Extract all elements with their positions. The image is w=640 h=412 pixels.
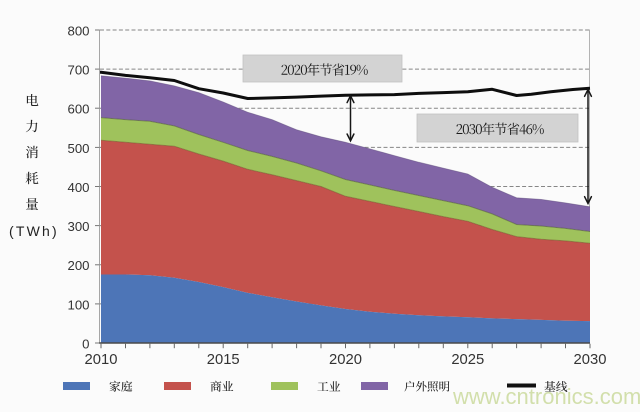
svg-text:2030: 2030 [574,352,607,368]
svg-text:300: 300 [67,219,89,234]
svg-text:(TWh): (TWh) [9,223,59,239]
svg-text:800: 800 [67,23,89,38]
svg-text:2020: 2020 [329,352,362,368]
svg-text:200: 200 [67,258,89,273]
svg-text:500: 500 [67,141,89,156]
svg-text:0: 0 [82,336,89,351]
svg-text:100: 100 [67,297,89,312]
svg-text:www.cntronics.com: www.cntronics.com [452,384,640,409]
svg-text:2025: 2025 [451,352,484,368]
svg-text:700: 700 [67,63,89,78]
svg-text:2010: 2010 [85,352,118,368]
svg-text:2015: 2015 [207,352,240,368]
svg-text:400: 400 [67,180,89,195]
svg-text:600: 600 [67,102,89,117]
